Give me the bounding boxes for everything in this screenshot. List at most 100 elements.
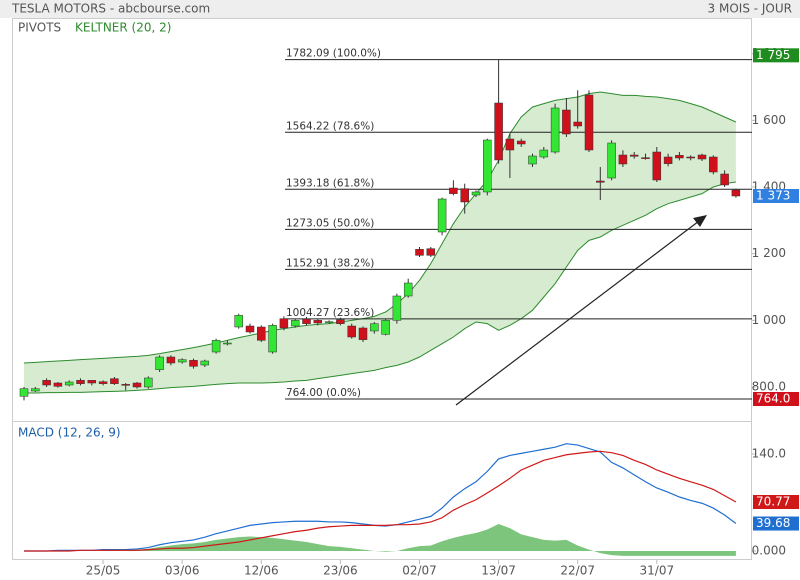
value-tag xyxy=(753,516,799,531)
macd-line xyxy=(24,450,737,552)
candle-body xyxy=(211,340,221,353)
candle-body xyxy=(663,156,673,164)
value-tag xyxy=(753,495,799,510)
candle-body xyxy=(505,138,515,151)
candle-body xyxy=(155,356,164,370)
legend-entry: KELTNER (20, 2) xyxy=(75,21,171,35)
candle-body xyxy=(562,109,571,135)
candle-body xyxy=(449,187,458,194)
fib-label: 1564.22 (78.6%) xyxy=(286,120,374,132)
x-tick-label: 31/07 xyxy=(640,564,675,578)
header-title: TESLA MOTORS - abcbourse.com xyxy=(11,2,210,16)
candle-body xyxy=(596,180,605,183)
macd-panel xyxy=(12,421,752,560)
x-tick-label: 13/07 xyxy=(481,564,516,578)
candle-body xyxy=(245,325,255,333)
candle-body xyxy=(709,156,718,173)
value-tag-label: 39.68 xyxy=(756,516,790,530)
candle-body xyxy=(166,356,176,364)
candle-body xyxy=(675,155,684,159)
candle-body xyxy=(290,320,300,327)
candle-body xyxy=(42,380,51,386)
y-tick-label: 140.0 xyxy=(752,447,786,461)
candle-body xyxy=(336,319,345,324)
candle-body xyxy=(76,380,85,384)
candle-body xyxy=(31,388,40,392)
price-tag xyxy=(753,392,799,406)
x-tick-label: 02/07 xyxy=(402,564,437,578)
keltner-lower xyxy=(24,181,736,394)
candle-body xyxy=(381,320,390,335)
candle-body xyxy=(584,94,594,151)
price-tag-label: 764.0 xyxy=(756,392,790,406)
price-tag xyxy=(753,189,799,203)
candle-body xyxy=(539,149,549,158)
candle-body xyxy=(98,381,108,384)
price-tag xyxy=(753,48,799,63)
candle-body xyxy=(618,154,628,165)
y-tick-label: 1 600 xyxy=(752,113,786,127)
candle-body xyxy=(313,320,323,324)
header-period: 3 MOIS - JOUR xyxy=(708,2,792,16)
legend-entry: PIVOTS xyxy=(18,21,61,35)
candle-body xyxy=(64,381,74,386)
arrow-head xyxy=(693,215,707,227)
candle-body xyxy=(415,249,424,256)
fib-label: 1152.91 (38.2%) xyxy=(286,257,374,269)
candle-body xyxy=(629,154,639,157)
header-bar xyxy=(0,0,800,18)
candle-body xyxy=(516,140,526,145)
trend-arrow xyxy=(455,217,704,406)
candle-body xyxy=(279,318,289,329)
candle-body xyxy=(121,384,130,386)
candle-body xyxy=(53,382,63,387)
candle-body xyxy=(189,360,198,367)
candle-body xyxy=(720,173,729,186)
candle-body xyxy=(177,359,187,363)
candle-body xyxy=(347,325,356,338)
candle-body xyxy=(132,382,142,388)
fib-label: 1004.27 (23.6%) xyxy=(286,307,374,319)
price-tag-label: 1 795 xyxy=(756,48,790,62)
keltner-band xyxy=(24,92,736,393)
y-tick-label: 1 200 xyxy=(752,246,786,260)
candle-body xyxy=(324,321,334,323)
candle-body xyxy=(87,380,97,384)
candle-body xyxy=(302,318,311,324)
candle-body xyxy=(358,327,368,340)
candle-body xyxy=(234,315,243,328)
candle-body xyxy=(392,295,402,321)
x-tick-label: 22/07 xyxy=(560,564,595,578)
fib-label: 1393.18 (61.8%) xyxy=(286,177,374,189)
candle-body xyxy=(110,378,119,384)
y-tick-label: 1 000 xyxy=(752,313,786,327)
candle-body xyxy=(257,326,266,341)
candle-body xyxy=(607,142,616,179)
fib-label: 1782.09 (100.0%) xyxy=(286,48,381,60)
candle-body xyxy=(370,323,379,332)
fib-label: 1273.05 (50.0%) xyxy=(286,217,374,229)
candle-body xyxy=(460,188,469,203)
candle-body xyxy=(494,102,503,161)
candle-body xyxy=(471,191,481,196)
candle-body xyxy=(437,198,447,233)
candle-body xyxy=(403,282,413,297)
candle-body xyxy=(19,388,29,397)
candle-body xyxy=(483,139,492,193)
candle-body xyxy=(641,157,650,159)
x-tick-label: 23/06 xyxy=(323,564,358,578)
keltner-upper xyxy=(23,91,737,364)
x-tick-label: 25/05 xyxy=(86,564,121,578)
x-tick-label: 03/06 xyxy=(165,564,200,578)
x-tick-label: 12/06 xyxy=(244,564,279,578)
candle-body xyxy=(528,155,537,165)
candle-body xyxy=(550,107,560,153)
candle-body xyxy=(200,360,210,366)
candle-body xyxy=(573,121,582,127)
candle-body xyxy=(652,151,662,181)
y-tick-label: 0.000 xyxy=(752,544,786,558)
candle-body xyxy=(686,156,695,159)
candle-body xyxy=(697,154,707,160)
